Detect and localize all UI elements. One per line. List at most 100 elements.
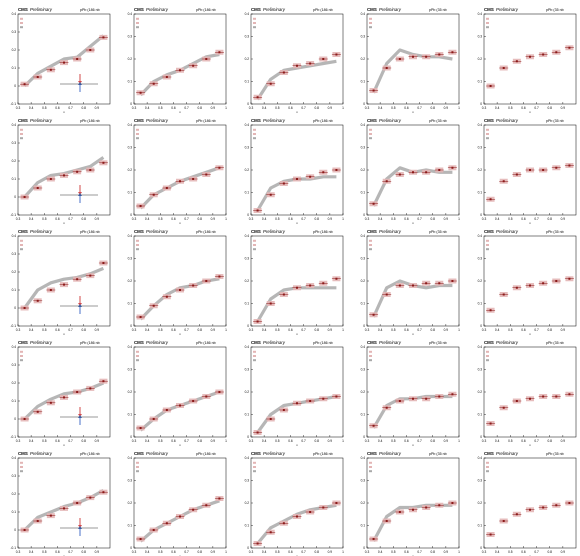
y-tick-label: 0.3	[361, 35, 366, 39]
status-label: Preliminary	[379, 340, 402, 345]
legend-swatch	[486, 128, 489, 131]
data-point	[49, 514, 52, 517]
x-axis-label: x	[529, 332, 531, 336]
data-point	[451, 502, 454, 504]
data-point	[309, 511, 312, 513]
data-point	[139, 91, 142, 94]
x-axis-label: x	[529, 110, 531, 114]
legend-swatch	[136, 355, 139, 357]
status-label: Preliminary	[146, 7, 169, 12]
legend-swatch	[20, 26, 23, 29]
x-tick-label: 0.8	[197, 550, 202, 554]
y-tick-label: 0.3	[128, 479, 133, 483]
data-point	[152, 529, 155, 531]
data-point	[502, 180, 505, 183]
y-tick-label: 0.1	[12, 66, 17, 70]
panel-r3-c1: CMS Preliminary pPb (186 nb -0.1 0 0.1 0.2 0.3 0…	[11, 229, 111, 336]
y-tick-label: 0.4	[478, 456, 483, 460]
data-point	[398, 173, 401, 176]
plot-frame	[133, 13, 227, 105]
x-tick-label: 0.3	[16, 106, 21, 110]
x-tick-label: 0.9	[561, 550, 566, 554]
data-point	[192, 178, 195, 180]
data-point	[89, 49, 92, 51]
legend-swatch	[486, 22, 489, 24]
data-point	[438, 504, 441, 507]
data-point	[296, 402, 298, 405]
y-tick-label: 0.4	[12, 12, 17, 16]
x-tick-label: 0.3	[249, 550, 254, 554]
data-point	[152, 418, 155, 420]
data-point	[76, 391, 79, 393]
legend-swatch	[20, 466, 23, 468]
x-tick-label: 0.8	[314, 217, 319, 221]
x-axis-label: x	[296, 332, 298, 336]
x-tick-label: 1	[458, 439, 460, 443]
data-point	[425, 171, 428, 174]
x-tick-label: 0.4	[29, 328, 34, 332]
status-label: Preliminary	[496, 118, 519, 123]
cms-label: CMS	[484, 340, 494, 345]
data-point	[23, 529, 26, 531]
x-tick-label: 0.6	[404, 550, 409, 554]
y-tick-label: 0.2	[12, 270, 17, 274]
lumi-label: pPb (186 nb	[80, 452, 100, 456]
x-tick-label: 0.4	[378, 439, 383, 443]
x-tick-label: 0.6	[288, 106, 293, 110]
legend-swatch	[136, 461, 139, 464]
y-tick-label: 0.4	[361, 123, 366, 127]
x-tick-label: 0.6	[55, 439, 60, 443]
y-tick-label: 0.3	[128, 146, 133, 150]
x-tick-label: 0.3	[16, 217, 21, 221]
x-tick-label: 0.9	[444, 439, 449, 443]
x-axis-label: x	[529, 554, 531, 556]
x-axis-label: x	[412, 554, 414, 556]
x-tick-label: 0.3	[365, 439, 370, 443]
data-point	[335, 277, 338, 280]
data-point	[192, 400, 195, 402]
x-tick-label: 0.4	[495, 439, 500, 443]
legend-swatch	[253, 239, 256, 242]
y-tick-label: 0.1	[128, 524, 133, 528]
x-tick-label: 0.8	[197, 217, 202, 221]
x-tick-label: 0.4	[262, 106, 267, 110]
data-point	[372, 313, 375, 316]
legend-swatch	[253, 26, 256, 29]
plot-frame	[483, 457, 577, 549]
x-tick-label: 0.6	[55, 106, 60, 110]
y-tick-label: 0.2	[478, 279, 483, 283]
legend-swatch	[136, 22, 139, 24]
y-tick-label: 0	[363, 213, 365, 217]
x-tick-label: 1	[342, 217, 344, 221]
x-tick-label: 0.9	[95, 106, 100, 110]
x-tick-label: 0.7	[417, 106, 422, 110]
data-point	[296, 286, 298, 289]
y-tick-label: -0.1	[11, 546, 17, 550]
legend-swatch	[369, 470, 372, 473]
y-tick-label: 0	[247, 324, 249, 328]
cms-label: CMS	[251, 229, 261, 234]
x-tick-label: 0.9	[328, 328, 333, 332]
panel-r5-c4: CMS Preliminary pPb (35 nb 0 0.1 0.2 0.3 0.4 0.3…	[361, 451, 461, 556]
y-tick-label: 0	[14, 84, 16, 88]
y-tick-label: 0.3	[12, 141, 17, 145]
cms-label: CMS	[251, 451, 261, 456]
x-tick-label: 0.8	[81, 217, 86, 221]
data-point	[335, 169, 338, 171]
x-tick-label: 0.5	[158, 550, 163, 554]
lumi-label: pPb (186 nb	[313, 119, 333, 123]
y-tick-label: 0.1	[361, 524, 366, 528]
x-tick-label: 0.3	[132, 217, 137, 221]
x-tick-label: 0.9	[95, 328, 100, 332]
data-point	[489, 309, 492, 312]
legend-swatch	[369, 461, 372, 464]
legend-swatch	[369, 350, 372, 353]
x-tick-label: 0.9	[444, 217, 449, 221]
legend-swatch	[136, 137, 139, 140]
x-tick-label: 0.5	[391, 550, 396, 554]
data-point	[309, 400, 312, 402]
x-tick-label: 0.8	[547, 328, 552, 332]
data-point	[529, 55, 531, 58]
legend-swatch	[369, 359, 372, 362]
x-tick-label: 0.8	[314, 328, 319, 332]
